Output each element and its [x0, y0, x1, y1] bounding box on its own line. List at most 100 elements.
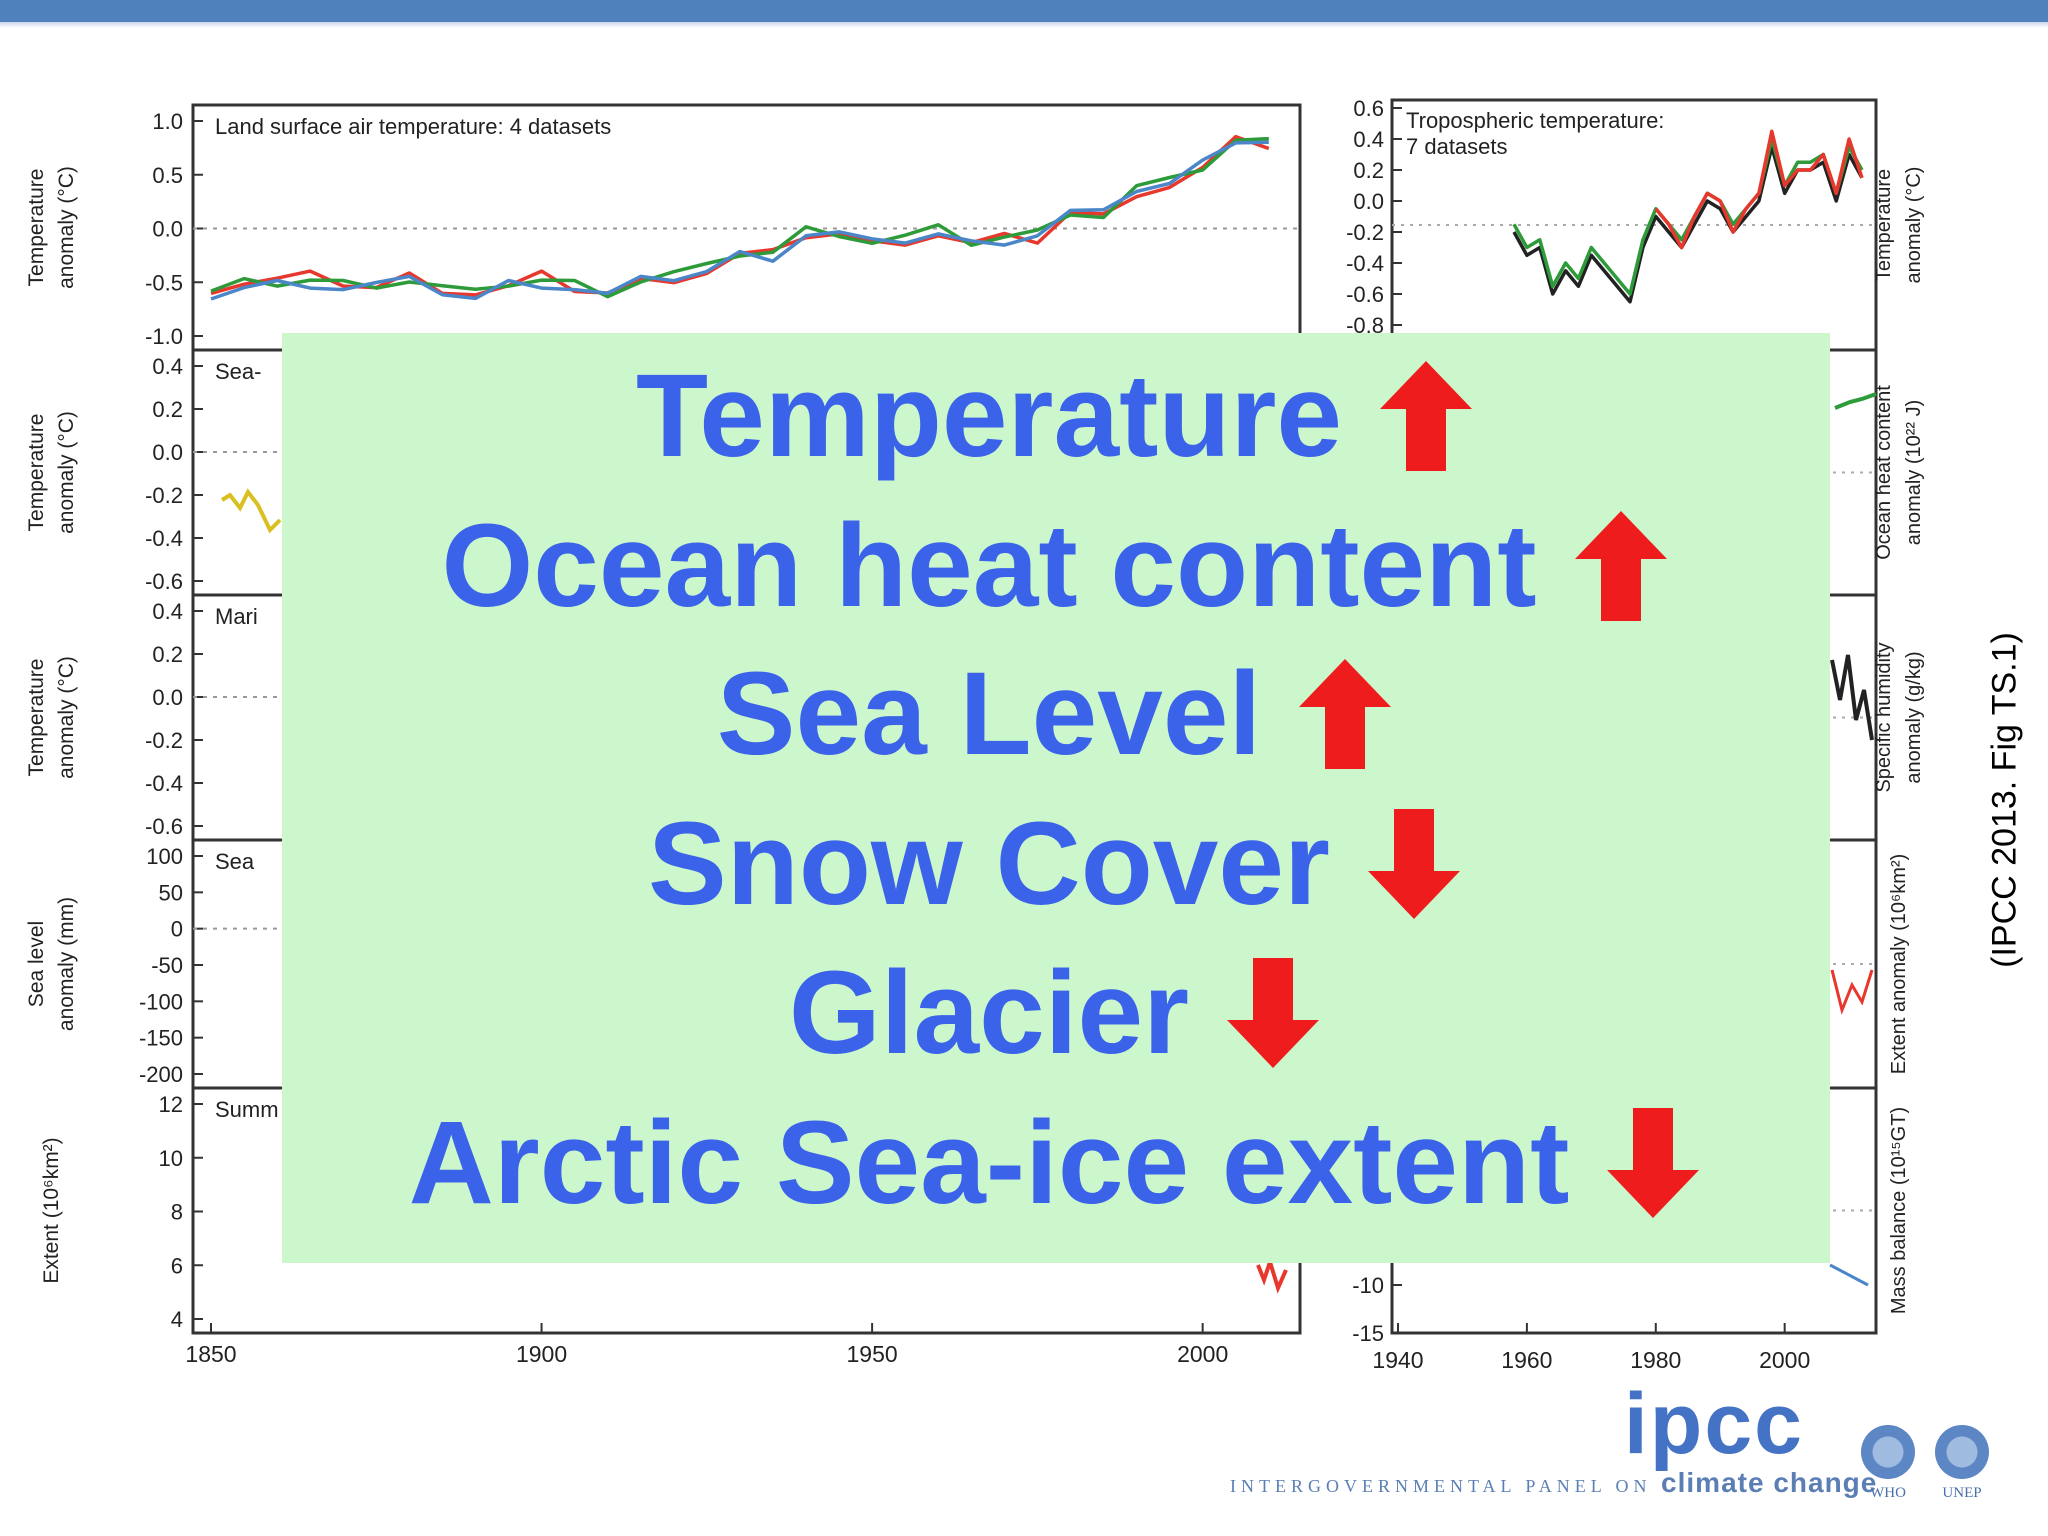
overlay-line-text: Snow Cover	[648, 798, 1330, 930]
tropo-temp-series-2	[1654, 129, 1864, 250]
right-y-axis-label: Extent anomaly (10⁶km²)	[1888, 854, 1910, 1075]
land-temp-series-2	[210, 140, 1269, 301]
y-tick-label: 0.4	[152, 599, 183, 624]
y-tick-label: 0.0	[152, 217, 183, 242]
overlay-line: Glacier	[282, 938, 1830, 1088]
x-tick-label: 1950	[847, 1341, 898, 1367]
y-tick-label: 0.0	[152, 440, 183, 465]
right-y-axis-label: Temperature	[1873, 169, 1895, 281]
y-axis-label: Extent (10⁶km²)	[40, 1137, 63, 1283]
right-y-axis-label: anomaly (10²² J)	[1903, 400, 1925, 546]
overlay-line-text: Sea Level	[716, 648, 1262, 780]
y-axis-label: anomaly (°C)	[55, 656, 78, 779]
right-y-axis-label: Ocean heat content	[1873, 385, 1895, 560]
overlay-line-text: Ocean heat content	[441, 500, 1537, 632]
y-tick-label: 0.2	[152, 642, 183, 667]
y-axis-label: Temperature	[25, 414, 48, 532]
x-tick-label: 1960	[1501, 1347, 1552, 1373]
y-tick-label: 0.2	[152, 397, 183, 422]
arrow-up-icon	[1574, 511, 1667, 621]
y-tick-label: 1.0	[152, 109, 183, 134]
arrow-up-icon	[1299, 659, 1392, 769]
ocean-heat-series-fragment	[1834, 392, 1877, 410]
y-tick-label: -0.4	[1346, 251, 1384, 276]
y-axis-label: Sea level	[25, 921, 48, 1007]
y-tick-label: 4	[171, 1307, 183, 1332]
y-tick-label: -0.2	[145, 728, 183, 753]
ipcc-subtitle-prefix: INTERGOVERNMENTAL PANEL ON	[1230, 1476, 1652, 1496]
unep-emblem-icon	[1935, 1425, 1989, 1479]
land-temp-series-1	[210, 136, 1269, 299]
ipcc-logo: ipcc INTERGOVERNMENTAL PANEL ON climate …	[1230, 1375, 1876, 1500]
right-y-axis-label: anomaly (g/kg)	[1903, 651, 1925, 783]
y-tick-label: 0	[171, 917, 183, 942]
y-tick-label: 12	[159, 1092, 183, 1117]
y-tick-label: 0.5	[152, 163, 183, 188]
y-tick-label: -1.0	[145, 324, 183, 349]
x-tick-label: 2000	[1759, 1347, 1810, 1373]
y-tick-label: 0.4	[152, 354, 183, 379]
y-tick-label: -0.6	[145, 814, 183, 839]
y-tick-label: -0.4	[145, 771, 183, 796]
panel-title: 7 datasets	[1406, 134, 1508, 159]
sea-temp-series-fragment	[220, 488, 282, 534]
overlay-line: Temperature	[282, 341, 1830, 491]
x-tick-label: 1940	[1372, 1347, 1423, 1373]
overlay-line: Ocean heat content	[282, 491, 1830, 641]
y-tick-label: -0.2	[145, 483, 183, 508]
title-bar-shadow	[0, 22, 2048, 28]
panel-title: Sea	[215, 849, 255, 874]
y-tick-label: -0.6	[1346, 282, 1384, 307]
overlay-line-text: Arctic Sea-ice extent	[408, 1097, 1570, 1229]
y-tick-label: 0.0	[1353, 189, 1384, 214]
y-tick-label: -0.4	[145, 526, 183, 551]
panel-title: Mari	[215, 604, 258, 629]
y-tick-label: 50	[159, 880, 183, 905]
who-label: WHO	[1870, 1485, 1906, 1501]
arrow-down-icon	[1607, 1108, 1700, 1218]
x-tick-label: 1900	[516, 1341, 567, 1367]
y-tick-label: 10	[159, 1146, 183, 1171]
arrow-up-icon	[1380, 361, 1473, 471]
y-tick-label: -200	[139, 1062, 183, 1087]
humidity-series-fragment	[1830, 654, 1874, 741]
panel-title: Summ	[215, 1097, 279, 1122]
arrow-down-icon	[1227, 958, 1320, 1068]
y-tick-label: -0.5	[145, 270, 183, 295]
panel-title: Land surface air temperature: 4 datasets	[215, 114, 611, 139]
x-tick-label: 2000	[1177, 1341, 1228, 1367]
right-y-axis-label: anomaly (°C)	[1903, 167, 1925, 284]
overlay-line-text: Glacier	[788, 947, 1190, 1079]
citation-text: (IPCC 2013. Fig TS.1)	[1985, 632, 2024, 968]
right-y-axis-label: Mass balance (10¹⁵GT)	[1888, 1107, 1910, 1314]
unep-logo: UNEP	[1932, 1425, 1992, 1515]
y-tick-label: 0.4	[1353, 127, 1384, 152]
summary-overlay: Temperature Ocean heat content Sea Level Sn…	[282, 333, 1830, 1263]
y-tick-label: 6	[171, 1253, 183, 1278]
land-temp-series-0	[210, 134, 1270, 297]
overlay-line-text: Temperature	[635, 350, 1343, 482]
mass-balance-series-fragment	[1829, 1263, 1869, 1287]
ipcc-logo-text: ipcc	[1623, 1376, 1804, 1472]
overlay-line: Sea Level	[282, 639, 1830, 789]
y-tick-label: -0.2	[1346, 220, 1384, 245]
y-tick-label: 8	[171, 1200, 183, 1225]
y-axis-label: anomaly (°C)	[55, 166, 78, 289]
title-bar	[0, 0, 2048, 22]
summer-extent-series-fragment	[1256, 1255, 1288, 1294]
y-tick-label: 0.6	[1353, 96, 1384, 121]
y-tick-label: -10	[1352, 1273, 1384, 1298]
y-tick-label: -100	[139, 989, 183, 1014]
overlay-line: Arctic Sea-ice extent	[282, 1088, 1830, 1238]
y-axis-label: anomaly (°C)	[55, 411, 78, 534]
overlay-line: Snow Cover	[282, 789, 1830, 939]
arrow-down-icon	[1367, 809, 1460, 919]
who-emblem-icon	[1861, 1425, 1915, 1479]
y-axis-label: Temperature	[25, 169, 48, 287]
right-panel-group: Temperature anomaly (°C) Ocean heat conten…	[1346, 96, 1925, 1373]
y-axis-label: anomaly (mm)	[55, 897, 78, 1031]
y-tick-label: 0.0	[152, 685, 183, 710]
ipcc-subtitle: INTERGOVERNMENTAL PANEL ON climate chang…	[1230, 1467, 1877, 1499]
panel-title: Tropospheric temperature:	[1406, 108, 1664, 133]
x-tick-label: 1980	[1630, 1347, 1681, 1373]
